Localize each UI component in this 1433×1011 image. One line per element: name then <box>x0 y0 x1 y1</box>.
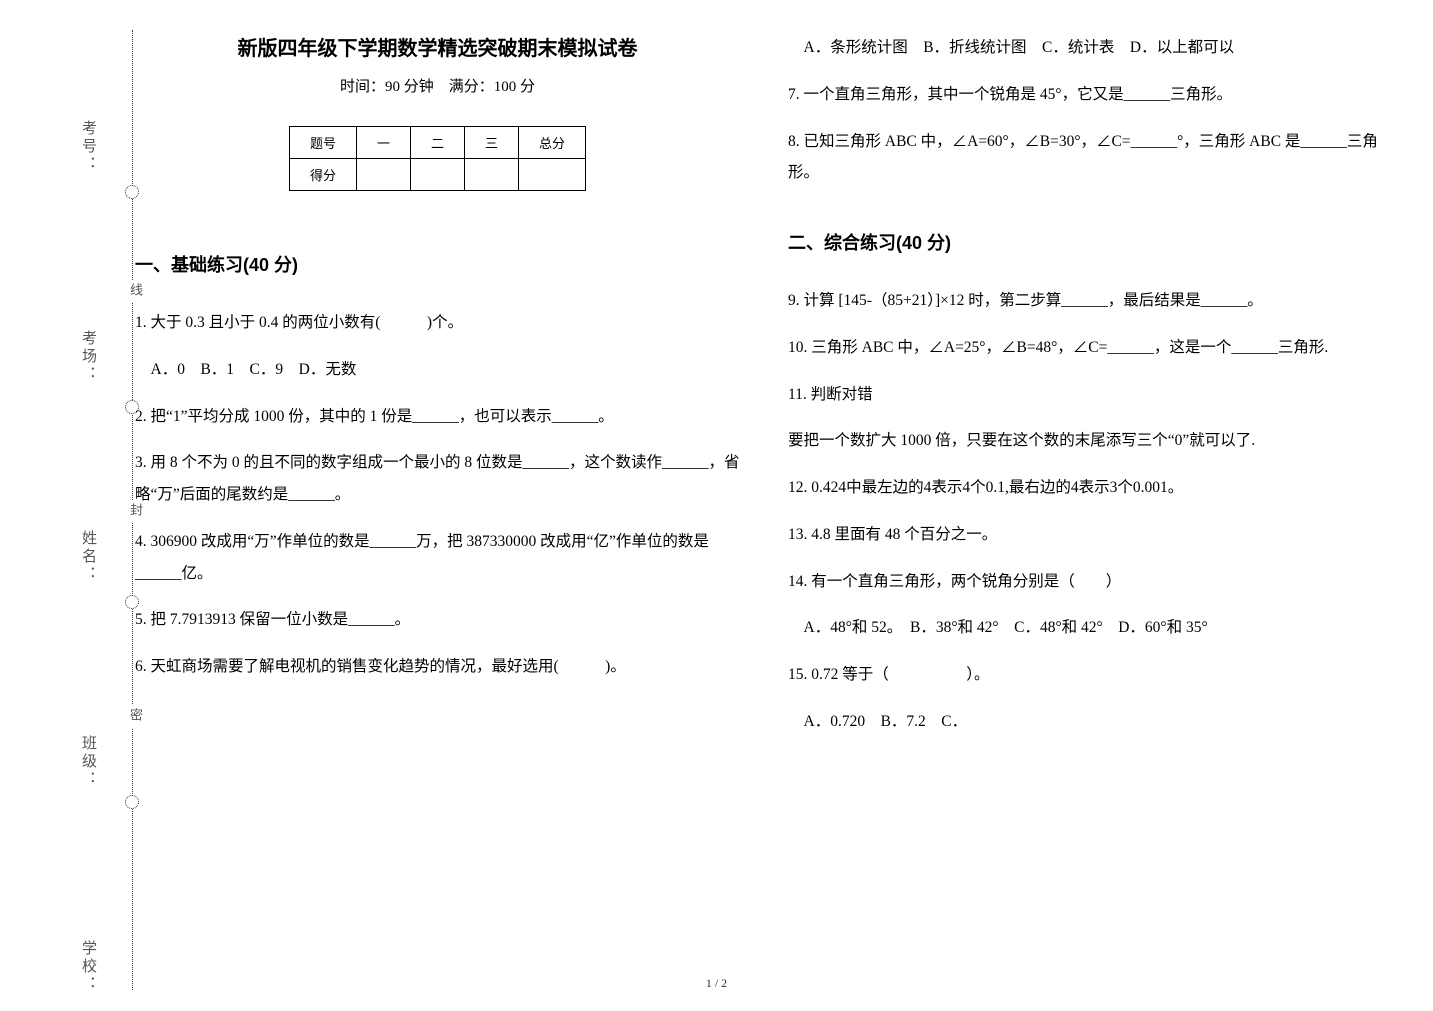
score-cell <box>465 159 519 191</box>
exam-title: 新版四年级下学期数学精选突破期末模拟试卷 <box>135 32 740 61</box>
question: 15. 0.72 等于（ ）。 <box>788 659 1393 691</box>
page-content: 新版四年级下学期数学精选突破期末模拟试卷 时间：90 分钟 满分：100 分 题… <box>135 32 1393 971</box>
question: 13. 4.8 里面有 48 个百分之一。 <box>788 519 1393 551</box>
option-line: A．0 B．1 C．9 D．无数 <box>135 354 740 386</box>
option-line: A．48°和 52。 B．38°和 42° C．48°和 42° D．60°和 … <box>788 612 1393 644</box>
question: 6. 天虹商场需要了解电视机的销售变化趋势的情况，最好选用( )。 <box>135 651 740 683</box>
section-1-head: 一、基础练习(40 分) <box>135 251 740 277</box>
question: 7. 一个直角三角形，其中一个锐角是 45°，它又是______三角形。 <box>788 79 1393 111</box>
score-th: 总分 <box>519 127 586 159</box>
question: 4. 306900 改成用“万”作单位的数是______万，把 38733000… <box>135 526 740 590</box>
question: 14. 有一个直角三角形，两个锐角分别是（ ） <box>788 566 1393 598</box>
score-cell <box>356 159 410 191</box>
binding-label: 考场： <box>78 330 99 384</box>
question: 5. 把 7.7913913 保留一位小数是______。 <box>135 604 740 636</box>
score-label: 得分 <box>289 159 356 191</box>
page-footer: 1 / 2 <box>0 976 1433 991</box>
score-cell <box>410 159 464 191</box>
question: 12. 0.424中最左边的4表示4个0.1,最右边的4表示3个0.001。 <box>788 472 1393 504</box>
option-line: A．条形统计图 B．折线统计图 C．统计表 D．以上都可以 <box>788 32 1393 64</box>
binding-edge: 考号：考场：姓名：班级：学校：线封密 <box>40 0 110 1011</box>
score-th: 三 <box>465 127 519 159</box>
question: 要把一个数扩大 1000 倍，只要在这个数的末尾添写三个“0”就可以了. <box>788 425 1393 457</box>
question: 2. 把“1”平均分成 1000 份，其中的 1 份是______，也可以表示_… <box>135 401 740 433</box>
question: 8. 已知三角形 ABC 中，∠A=60°，∠B=30°，∠C=______°，… <box>788 126 1393 190</box>
score-th: 二 <box>410 127 464 159</box>
question: 11. 判断对错 <box>788 379 1393 411</box>
right-column: A．条形统计图 B．折线统计图 C．统计表 D．以上都可以 7. 一个直角三角形，… <box>788 32 1393 971</box>
question: 1. 大于 0.3 且小于 0.4 的两位小数有( )个。 <box>135 307 740 339</box>
binding-label: 考号： <box>78 120 99 174</box>
question: 9. 计算 [145-（85+21）]×12 时，第二步算______，最后结果… <box>788 285 1393 317</box>
binding-label: 班级： <box>78 735 99 789</box>
score-table: 题号 一 二 三 总分 得分 <box>289 126 586 191</box>
score-th: 题号 <box>289 127 356 159</box>
score-th: 一 <box>356 127 410 159</box>
score-value-row: 得分 <box>289 159 585 191</box>
left-questions-container: 1. 大于 0.3 且小于 0.4 的两位小数有( )个。 A．0 B．1 C．9… <box>135 307 740 683</box>
score-header-row: 题号 一 二 三 总分 <box>289 127 585 159</box>
option-line: A．0.720 B．7.2 C． <box>788 706 1393 738</box>
score-cell <box>519 159 586 191</box>
left-column: 新版四年级下学期数学精选突破期末模拟试卷 时间：90 分钟 满分：100 分 题… <box>135 32 740 971</box>
binding-label: 姓名： <box>78 530 99 584</box>
section-2-head: 二、综合练习(40 分) <box>788 229 1393 255</box>
exam-subtitle: 时间：90 分钟 满分：100 分 <box>135 75 740 96</box>
question: 3. 用 8 个不为 0 的且不同的数字组成一个最小的 8 位数是______，… <box>135 447 740 511</box>
right-questions-container: A．条形统计图 B．折线统计图 C．统计表 D．以上都可以 7. 一个直角三角形，… <box>788 32 1393 738</box>
question: 10. 三角形 ABC 中，∠A=25°，∠B=48°，∠C=______，这是… <box>788 332 1393 364</box>
